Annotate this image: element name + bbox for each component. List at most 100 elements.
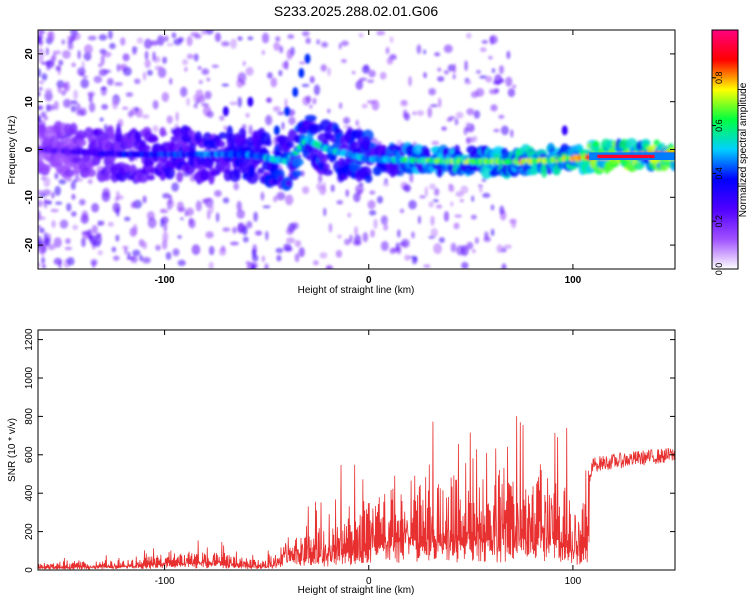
spectrogram-xtick-label: 100 [565,275,582,286]
noise-blob [299,61,306,65]
noise-blob [38,216,46,220]
noise-blob [403,184,411,193]
noise-blob [482,192,491,198]
noise-blob [195,89,204,101]
snr-marks [38,416,675,570]
noise-blob [221,41,230,47]
noise-blob [124,216,131,222]
noise-blob [473,110,481,119]
snr-ytick-label: 400 [24,484,35,501]
noise-blob [498,114,505,119]
noise-blob [251,254,259,262]
noise-blob [186,35,193,47]
noise-blob [41,256,46,265]
band-blob [304,114,317,122]
noise-blob [54,172,59,180]
noise-blob [474,237,479,244]
noise-blob [374,140,383,147]
noise-blob [75,110,85,116]
noise-blob [301,83,310,88]
noise-blob [327,108,331,114]
noise-blob [205,231,214,239]
noise-blob [330,184,335,193]
spectrogram-ytick-label: -20 [24,237,35,252]
noise-blob [237,96,243,108]
noise-blob [265,230,269,241]
noise-blob [38,235,43,246]
noise-blob [164,35,169,42]
snr-ytick-label: 0 [24,567,35,573]
noise-blob [112,255,120,261]
noise-blob [142,257,151,264]
noise-blob [367,200,376,210]
streak-blob [247,96,254,107]
noise-blob [286,237,296,244]
noise-blob [208,203,214,214]
band-blob [364,174,373,183]
noise-blob [366,100,376,104]
noise-blob [277,111,285,116]
noise-blob [73,89,79,100]
noise-blob [38,199,44,208]
noise-blob [93,241,101,248]
noise-blob [452,74,456,80]
noise-blob [204,90,212,100]
noise-blob [245,66,254,76]
noise-blob [154,65,164,71]
noise-blob [316,182,323,191]
noise-blob [370,229,375,238]
noise-blob [177,36,184,43]
noise-blob [114,82,123,87]
noise-blob [53,100,59,111]
noise-blob [352,240,362,246]
noise-blob [120,37,126,46]
noise-blob [471,195,475,202]
noise-blob [471,248,476,253]
noise-blob [466,108,475,116]
noise-blob [91,225,98,234]
snr-xtick-label: -100 [155,576,175,587]
noise-blob [38,225,42,230]
noise-blob [55,201,63,205]
noise-blob [90,259,98,266]
noise-blob [62,82,68,90]
noise-blob [402,109,408,119]
noise-blob [322,181,326,193]
noise-blob [118,64,125,71]
noise-blob [38,68,42,78]
band-blob [175,126,182,136]
noise-blob [51,220,56,228]
noise-blob [172,248,180,257]
noise-blob [281,121,285,130]
noise-blob [38,48,43,52]
noise-blob [152,51,156,61]
noise-blob [206,77,211,82]
noise-blob [294,240,302,248]
band-blob [422,147,431,156]
noise-blob [107,221,114,227]
noise-blob [77,50,81,60]
noise-blob [122,106,129,110]
noise-blob [70,211,77,217]
noise-blob [505,76,513,87]
noise-blob [260,191,265,201]
spectrogram-xtick-label: -100 [155,275,175,286]
spectrogram-marks [38,30,675,269]
noise-blob [265,97,273,103]
noise-blob [83,52,92,61]
noise-blob [132,224,138,235]
spectrogram-xtick-label: 0 [366,275,372,286]
noise-blob [305,37,311,44]
noise-blob [282,61,288,69]
noise-blob [361,103,368,109]
noise-blob [385,46,390,55]
noise-blob [475,88,485,97]
colorbar-ticks: 0.0 0.2 0.4 0.6 0.8 [712,72,724,275]
noise-blob [434,52,441,57]
noise-blob [236,209,245,219]
band-blob [233,167,240,178]
noise-blob [201,68,210,75]
noise-blob [214,32,221,43]
noise-blob [384,178,388,184]
noise-blob [446,117,453,122]
